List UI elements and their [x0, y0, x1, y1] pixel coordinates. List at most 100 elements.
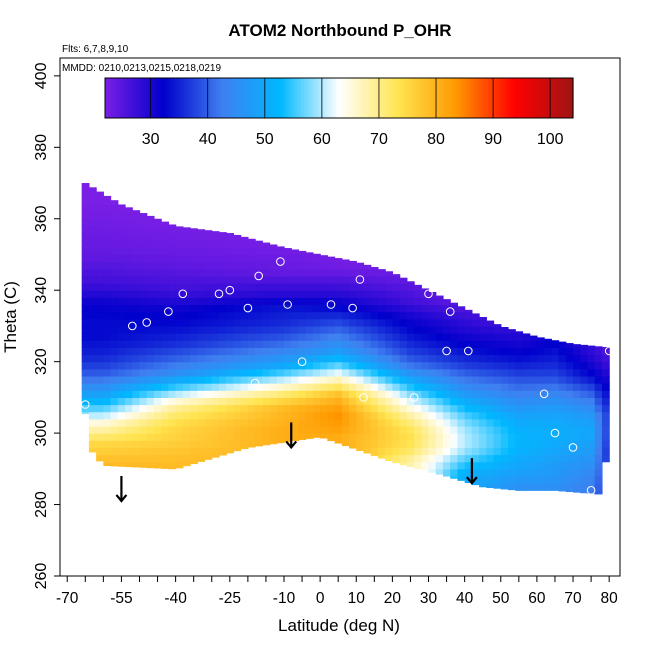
heatmap-cell — [356, 440, 365, 448]
colorbar-segment — [406, 78, 410, 118]
heatmap-cell — [493, 368, 502, 377]
heatmap-cell — [204, 304, 213, 313]
heatmap-cell — [204, 447, 213, 456]
heatmap-cell — [414, 318, 422, 327]
heatmap-cell — [356, 304, 365, 313]
heatmap-cell — [110, 347, 119, 356]
heatmap-cell — [168, 283, 177, 291]
colorbar-segment — [157, 78, 162, 118]
heatmap-cell — [450, 390, 459, 398]
heatmap-cell — [601, 418, 610, 427]
heatmap-cell — [132, 368, 141, 377]
heatmap-cell — [226, 261, 235, 270]
heatmap-cell — [233, 234, 242, 241]
heatmap-cell — [81, 225, 90, 234]
heatmap-cell — [515, 404, 524, 413]
heatmap-cell — [320, 404, 328, 413]
heatmap-cell — [139, 333, 148, 341]
heatmap-cell — [117, 240, 126, 248]
heatmap-cell — [269, 268, 278, 277]
heatmap-cell — [565, 383, 574, 391]
heatmap-cell — [551, 361, 560, 370]
heatmap-cell — [117, 440, 126, 448]
colorbar-segment — [131, 78, 135, 118]
heatmap-cell — [435, 361, 444, 370]
heatmap-cell — [291, 333, 300, 341]
heatmap-cell — [298, 325, 307, 334]
heatmap-cell — [161, 240, 169, 248]
heatmap-cell — [291, 404, 300, 413]
heatmap-cell — [594, 447, 603, 456]
sample-point — [250, 378, 260, 388]
heatmap-cell — [190, 454, 198, 463]
heatmap-cell — [88, 218, 97, 227]
heatmap-cell — [508, 418, 516, 427]
heatmap-cell — [370, 304, 379, 313]
heatmap-cell — [587, 347, 596, 356]
heatmap-cell — [269, 318, 278, 327]
colorbar-segment — [113, 78, 118, 118]
heatmap-cell — [103, 225, 112, 234]
heatmap-cell — [88, 304, 97, 313]
colorbar-segment — [344, 78, 349, 118]
sample-point — [359, 393, 368, 402]
heatmap-cell — [457, 468, 466, 477]
heatmap-cell — [125, 447, 133, 456]
heatmap-cell — [356, 311, 365, 320]
heatmap-cell — [139, 311, 148, 320]
heatmap-cell — [551, 354, 560, 363]
heatmap-cell — [464, 340, 473, 348]
heatmap-cell — [153, 311, 162, 320]
heatmap-cell — [190, 254, 198, 263]
heatmap-cell — [565, 347, 574, 356]
heatmap-cell — [269, 247, 278, 256]
heatmap-cell — [168, 433, 177, 441]
heatmap-cell — [233, 418, 242, 427]
heatmap-cell — [392, 440, 401, 448]
heatmap-cell — [320, 268, 328, 277]
heatmap-cell — [88, 190, 97, 198]
heatmap-cell — [204, 433, 213, 441]
heatmap-cell — [573, 361, 581, 370]
heatmap-cell — [536, 425, 545, 434]
heatmap-cell — [190, 418, 198, 427]
heatmap-cell — [565, 468, 574, 477]
heatmap-cell — [392, 283, 401, 291]
heatmap-cell — [522, 404, 531, 413]
heatmap-cell — [551, 475, 560, 484]
heatmap-cell — [486, 411, 495, 420]
heatmap-cell — [240, 236, 249, 241]
heatmap-cell — [182, 247, 191, 256]
heatmap-cell — [132, 347, 141, 356]
heatmap-cell — [211, 333, 220, 341]
heatmap-cell — [132, 268, 141, 277]
heatmap-cell — [284, 411, 292, 420]
heatmap-cell — [291, 275, 300, 284]
heatmap-cell — [233, 297, 242, 306]
heatmap-cell — [565, 390, 574, 398]
heatmap-cell — [96, 383, 104, 391]
heatmap-cell — [110, 200, 119, 206]
heatmap-cell — [573, 425, 581, 434]
heatmap-cell — [421, 397, 430, 406]
heatmap-cell — [298, 304, 307, 313]
heatmap-cell — [558, 375, 567, 384]
heatmap-cell — [284, 290, 292, 298]
heatmap-cell — [204, 261, 213, 270]
colorbar-segment — [233, 78, 238, 118]
heatmap-cell — [175, 333, 184, 341]
heatmap-cell — [522, 354, 531, 363]
heatmap-cell — [486, 368, 495, 377]
heatmap-cell — [471, 383, 480, 391]
heatmap-cell — [211, 275, 220, 284]
heatmap-cell — [464, 375, 473, 384]
heatmap-cell — [377, 361, 386, 370]
heatmap-cell — [385, 433, 393, 441]
heatmap-cell — [211, 325, 220, 334]
heatmap-cell — [508, 361, 516, 370]
heatmap-cell — [457, 311, 466, 320]
heatmap-cell — [197, 411, 206, 420]
heatmap-cell — [392, 411, 401, 420]
heatmap-cell — [125, 425, 133, 434]
heatmap-cell — [110, 383, 119, 391]
